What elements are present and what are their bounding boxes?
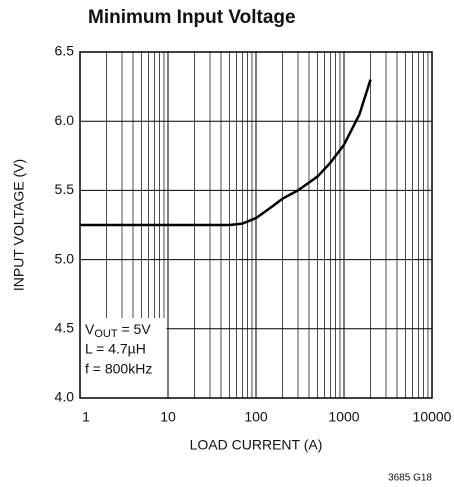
annotation-symbol: V xyxy=(85,321,95,337)
chart-title: Minimum Input Voltage xyxy=(88,7,296,28)
x-tick-label: 10000 xyxy=(413,409,452,425)
y-tick-label: 5.5 xyxy=(55,181,75,197)
annotation-box xyxy=(80,318,167,398)
footnote: 3685 G18 xyxy=(388,473,432,484)
annotation: L = 4.7µH xyxy=(85,341,146,357)
annotation: VOUT = 5V xyxy=(85,321,151,340)
x-tick-label: 1 xyxy=(82,409,90,425)
y-tick-label: 4.0 xyxy=(55,389,75,405)
x-axis-label: LOAD CURRENT (A) xyxy=(190,437,323,453)
x-tick-label: 100 xyxy=(244,409,268,425)
x-tick-label: 10 xyxy=(160,409,176,425)
y-tick-label: 6.5 xyxy=(55,43,75,59)
y-tick-label: 4.5 xyxy=(55,320,75,336)
annotation: f = 800kHz xyxy=(85,361,152,377)
x-tick-label: 1000 xyxy=(328,409,359,425)
y-axis-label: INPUT VOLTAGE (V) xyxy=(11,159,27,291)
y-tick-label: 5.0 xyxy=(55,250,75,266)
line xyxy=(80,79,372,227)
y-tick-label: 6.0 xyxy=(55,112,75,128)
annotation-text: = 5V xyxy=(118,321,152,337)
annotation-subscript: OUT xyxy=(94,328,118,340)
